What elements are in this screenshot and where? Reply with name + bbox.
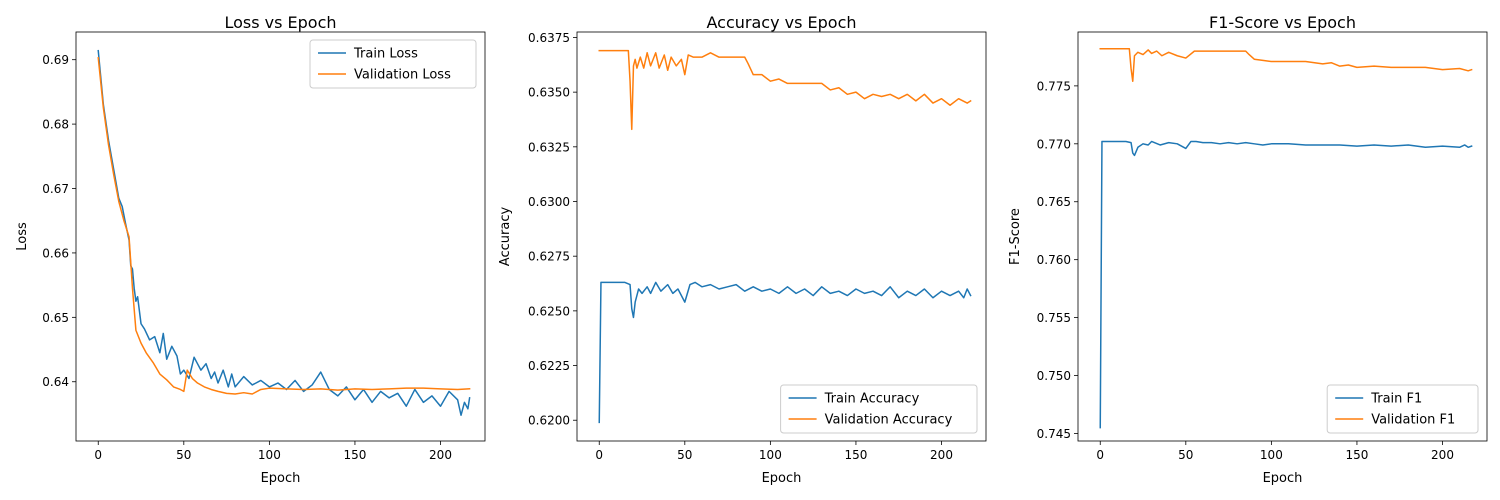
accuracy-y-tick-label: 0.6350 [528,86,570,100]
accuracy-x-tick-label: 200 [930,448,953,462]
loss-x-tick-label: 50 [176,448,191,462]
loss-legend-box [309,39,477,89]
f1-x-tick-label: 100 [1260,448,1283,462]
loss-series-train-loss [97,49,471,416]
f1-y-tick-label: 0.770 [1037,137,1071,151]
f1-series-train-f1 [1099,140,1473,429]
accuracy-series-validation-accuracy [598,49,972,131]
accuracy-legend: Train Accuracy Validation Accuracy [780,384,978,434]
loss-legend: Train Loss Validation Loss [309,39,477,89]
accuracy-panel: Accuracy vs Epoch Epoch Accuracy 0 50 100 1… [498,13,987,486]
f1-panel: F1-Score vs Epoch Epoch F1-Score 0 50 100 1… [1008,13,1488,486]
f1-x-tick-label: 50 [1178,448,1193,462]
loss-y-tick-label: 0.65 [42,311,69,325]
loss-legend-label: Train Loss [353,47,418,62]
f1-axes-frame [1077,31,1488,442]
accuracy-y-tick-label: 0.6300 [528,195,570,209]
f1-legend-box [1326,384,1479,434]
accuracy-series-train-accuracy [598,281,972,424]
accuracy-x-tick-label: 100 [759,448,782,462]
accuracy-y-tick-label: 0.6225 [528,359,570,373]
accuracy-x-tick-label: 50 [677,448,692,462]
f1-legend: Train F1 Validation F1 [1326,384,1479,434]
accuracy-legend-box [780,384,978,434]
accuracy-y-tick-label: 0.6250 [528,304,570,318]
loss-axes-frame [75,31,486,442]
f1-series-validation-f1 [1099,48,1473,82]
accuracy-y-axis-label: Accuracy [498,207,513,267]
loss-y-tick-label: 0.64 [42,375,69,389]
f1-x-tick-label: 0 [1096,448,1104,462]
f1-y-tick-label: 0.745 [1037,427,1071,441]
accuracy-y-tick-label: 0.6375 [528,31,570,45]
loss-y-tick-label: 0.67 [42,182,69,196]
loss-y-tick-label: 0.69 [42,53,69,67]
f1-y-axis-label: F1-Score [1008,208,1023,265]
accuracy-y-tick-label: 0.6200 [528,414,570,428]
loss-y-axis-label: Loss [15,222,30,251]
loss-x-tick-label: 150 [343,448,366,462]
f1-x-axis-label: Epoch [1263,471,1303,486]
accuracy-x-axis-label: Epoch [762,471,802,486]
loss-y-tick-label: 0.66 [42,246,69,260]
accuracy-chart-title: Accuracy vs Epoch [706,13,856,32]
loss-series-group [97,49,471,416]
f1-y-tick-label: 0.775 [1037,79,1071,93]
accuracy-axes-frame [576,31,987,442]
loss-series-validation-loss [97,56,471,395]
accuracy-legend-label: Validation Accuracy [825,413,953,428]
f1-legend-label: Validation F1 [1371,413,1455,428]
loss-chart-title: Loss vs Epoch [224,13,336,32]
loss-x-axis-label: Epoch [261,471,301,486]
f1-y-tick-label: 0.750 [1037,369,1071,383]
loss-x-tick-label: 0 [94,448,102,462]
accuracy-legend-label: Train Accuracy [824,392,920,407]
accuracy-series-group [598,49,972,424]
f1-y-tick-label: 0.760 [1037,253,1071,267]
accuracy-x-tick-label: 150 [844,448,867,462]
loss-x-tick-label: 100 [258,448,281,462]
f1-y-tick-label: 0.755 [1037,311,1071,325]
f1-x-tick-label: 200 [1431,448,1454,462]
accuracy-x-tick-label: 0 [595,448,603,462]
loss-x-tick-label: 200 [429,448,452,462]
f1-y-tick-label: 0.765 [1037,195,1071,209]
f1-series-group [1099,48,1473,429]
f1-legend-label: Train F1 [1370,392,1422,407]
accuracy-y-tick-label: 0.6325 [528,140,570,154]
loss-legend-label: Validation Loss [354,68,451,83]
loss-y-tick-label: 0.68 [42,118,69,132]
accuracy-y-tick-label: 0.6275 [528,250,570,264]
loss-panel: Loss vs Epoch Epoch Loss 0 50 100 150 200 0.6… [15,13,486,486]
f1-x-tick-label: 150 [1345,448,1368,462]
f1-chart-title: F1-Score vs Epoch [1209,13,1356,32]
